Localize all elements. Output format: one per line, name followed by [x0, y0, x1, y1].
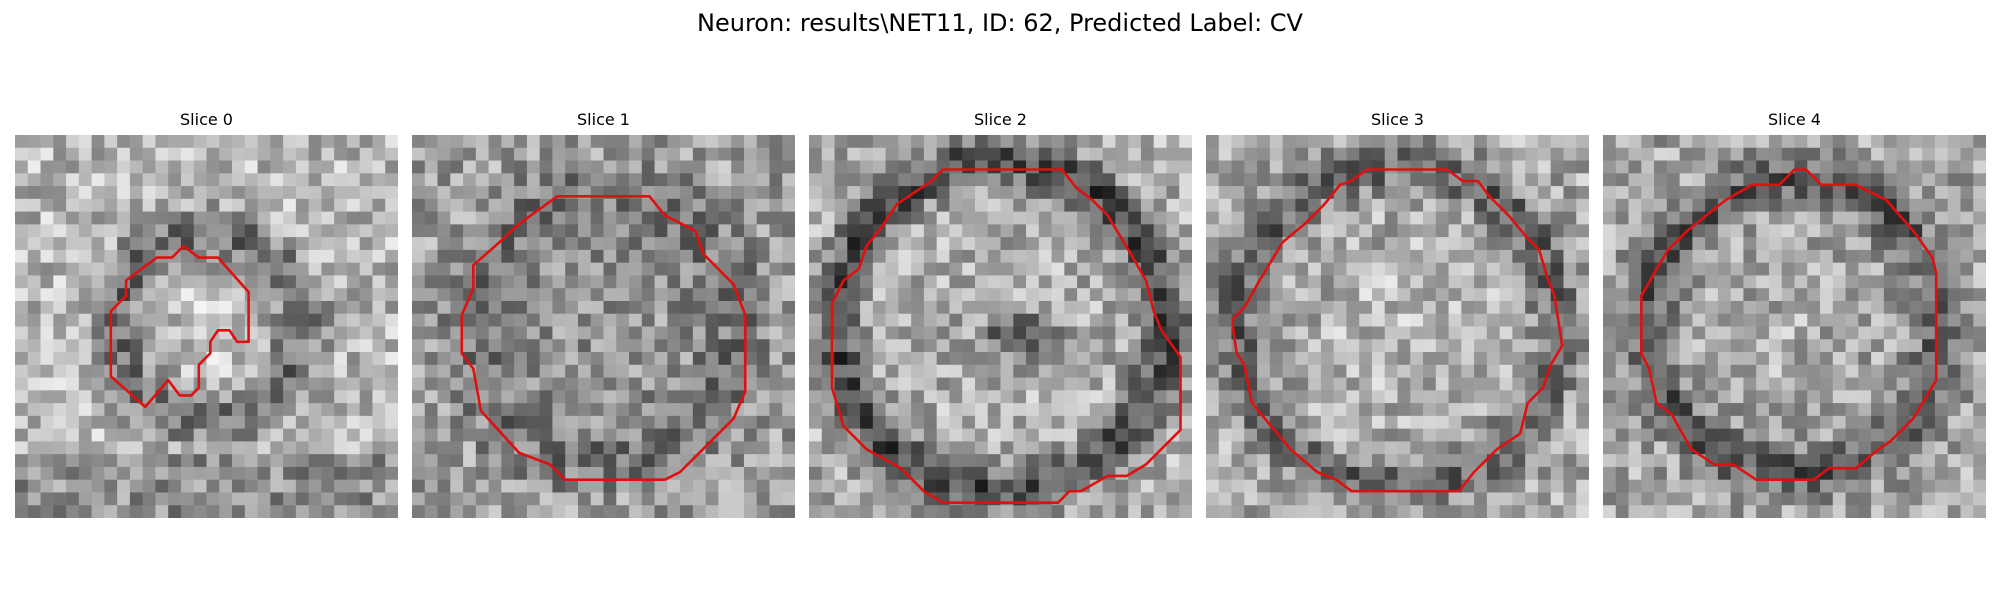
slice-title: Slice 3	[1371, 110, 1424, 129]
pixel-grid	[1603, 135, 1986, 518]
slice-panel-4: Slice 4	[1603, 108, 1986, 518]
slice-image	[412, 135, 795, 518]
contour-outline	[460, 194, 747, 482]
pixel-grid	[412, 135, 795, 518]
figure-title: Neuron: results\NET11, ID: 62, Predicted…	[697, 9, 1303, 37]
slice-panel-1: Slice 1	[412, 108, 795, 518]
pixel-grid	[1206, 135, 1589, 518]
contour-outline	[109, 244, 250, 409]
slice-image	[1206, 135, 1589, 518]
contour-outline	[830, 168, 1182, 505]
pixel-grid	[809, 135, 1192, 518]
slice-title: Slice 2	[974, 110, 1027, 129]
contour-outline	[1231, 168, 1564, 493]
contour-outline	[1639, 168, 1938, 482]
pixel-grid	[15, 135, 398, 518]
slice-panel-2: Slice 2	[809, 108, 1192, 518]
slice-title: Slice 0	[180, 110, 233, 129]
slice-panel-0: Slice 0	[15, 108, 398, 518]
slice-panel-3: Slice 3	[1206, 108, 1589, 518]
slice-image	[15, 135, 398, 518]
slice-title: Slice 4	[1768, 110, 1821, 129]
slice-image	[1603, 135, 1986, 518]
slice-title: Slice 1	[577, 110, 630, 129]
slice-image	[809, 135, 1192, 518]
